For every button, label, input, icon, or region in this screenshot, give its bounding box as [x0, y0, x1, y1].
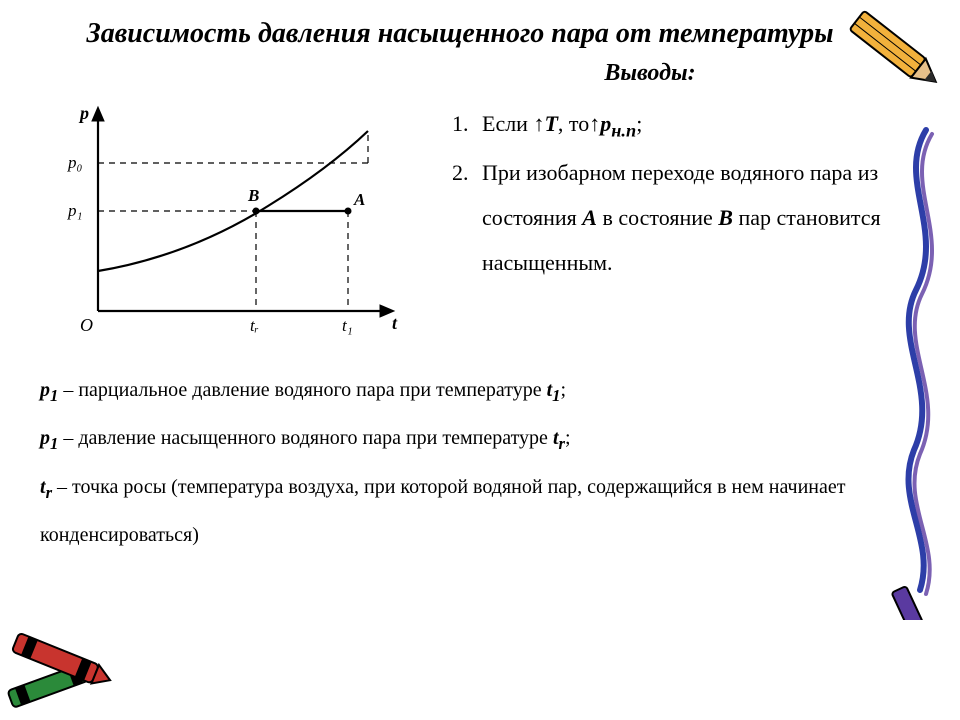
def-p1-partial: p1 – парциальное давление водяного пара …: [40, 367, 920, 415]
origin-label: O: [80, 315, 93, 335]
main-row: p t O B: [0, 101, 960, 361]
page-title: Зависимость давления насыщенного пара от…: [0, 0, 960, 60]
guide-lines: [98, 131, 368, 311]
conclusions-list: Если ↑T, то↑pн.п; При изобарном переходе…: [418, 101, 960, 361]
pressure-vs-temperature-chart: p t O B: [38, 101, 408, 361]
definitions: p1 – парциальное давление водяного пара …: [0, 361, 960, 558]
squiggle-crayon-icon: [886, 120, 956, 620]
point-A-label: A: [353, 190, 365, 209]
ytick-p0: p₀: [67, 153, 83, 172]
x-axis-label: t: [392, 313, 398, 333]
ytick-p1: p₁: [67, 201, 82, 220]
crayons-pile-icon: [0, 590, 155, 720]
pencil-icon: [830, 6, 950, 101]
def-p1-saturated: p1 – давление насыщенного водяного пара …: [40, 415, 920, 463]
xtick-tr: tᵣ: [250, 316, 259, 335]
point-B-label: B: [247, 186, 259, 205]
y-axis-label: p: [78, 103, 89, 123]
xtick-t1: t₁: [342, 316, 353, 335]
saturation-curve: [98, 131, 368, 271]
def-tr-dewpoint: tr – точка росы (температура воздуха, пр…: [40, 464, 920, 558]
chart-container: p t O B: [38, 101, 418, 361]
